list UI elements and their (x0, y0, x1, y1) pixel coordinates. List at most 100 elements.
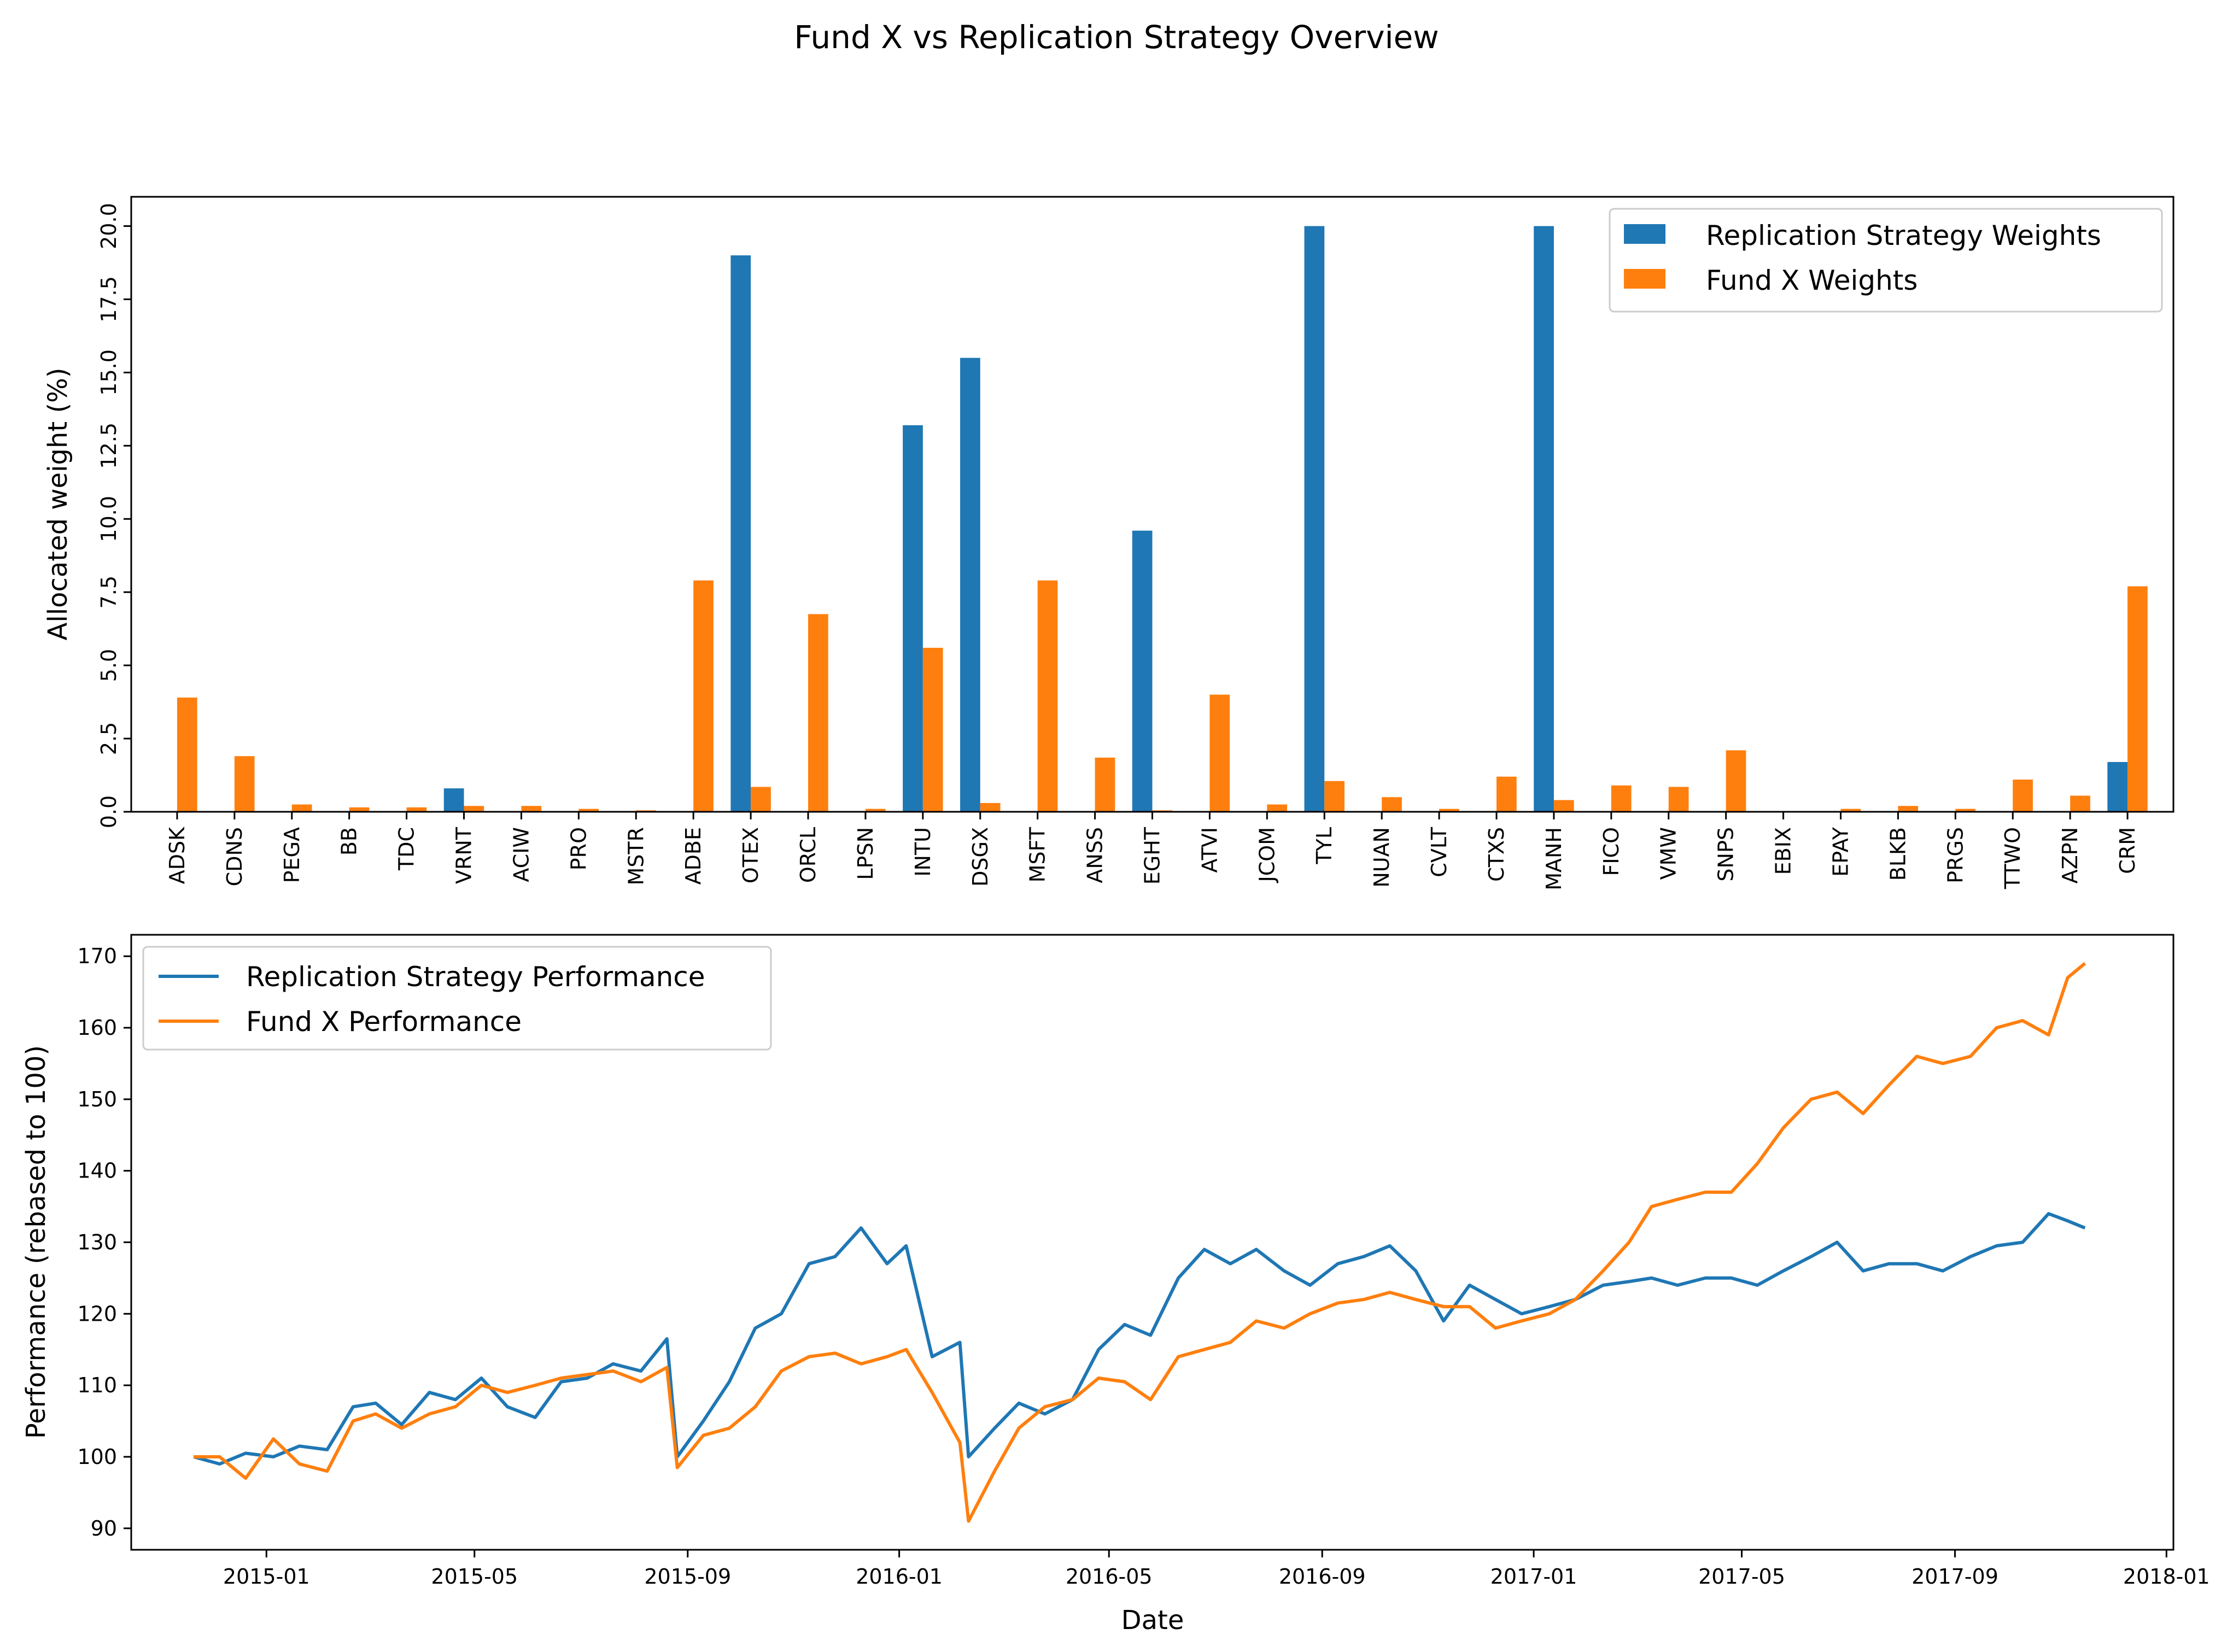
bar-fund-cdns (234, 756, 255, 812)
bar-fund-msft (1037, 580, 1058, 812)
bar-fund-blkb (1898, 806, 1919, 812)
weights-x-tick-label-ctxs: CTXS (1484, 827, 1509, 882)
performance-y-tick-label: 130 (77, 1231, 117, 1255)
bar-fund-vrnt (464, 806, 484, 812)
bar-fund-orcl (808, 614, 828, 812)
weights-x-tick-label-intu: INTU (911, 827, 935, 877)
weights-x-tick-label-blkb: BLKB (1886, 827, 1910, 881)
performance-y-tick-label: 150 (77, 1087, 117, 1111)
performance-x-axis-label: Date (1121, 1605, 1184, 1636)
bar-fund-tyl (1324, 781, 1345, 812)
performance-x-tick-label: 2017-05 (1698, 1565, 1785, 1589)
weights-x-tick-label-vrnt: VRNT (452, 827, 476, 884)
weights-x-tick-label-prgs: PRGS (1943, 827, 1967, 883)
legend-label-fund-performance: Fund X Performance (246, 1006, 522, 1038)
performance-x-tick-label: 2015-09 (644, 1565, 731, 1589)
line-replication-performance (193, 1212, 2086, 1466)
bar-replication-tyl (1304, 226, 1325, 812)
bar-fund-epay (1840, 809, 1861, 812)
bar-fund-pro (578, 809, 599, 812)
weights-x-tick-label-eght: EGHT (1141, 827, 1165, 884)
bar-replication-dsgx (960, 358, 980, 812)
legend-label-fund-weights: Fund X Weights (1706, 265, 1918, 296)
bar-fund-pega (291, 804, 312, 812)
performance-y-tick-label: 140 (77, 1159, 117, 1183)
performance-x-tick-label: 2016-09 (1279, 1565, 1366, 1589)
bar-fund-ctxs (1496, 776, 1517, 812)
bar-replication-manh (1534, 226, 1554, 812)
weights-y-tick-label: 17.5 (97, 276, 121, 323)
performance-y-axis-label: Performance (rebased to 100) (21, 1045, 51, 1439)
bar-fund-otex (751, 787, 771, 812)
weights-bar-chart: 0.0 2.5 5.0 7.5 10.0 12.5 15.0 17.5 20.0 ADSK CDNS… (43, 196, 2174, 891)
weights-x-tick-label-adbe: ADBE (681, 827, 705, 884)
weights-x-tick-label-ttwo: TTWO (2001, 827, 2025, 889)
performance-x-tick-label: 2018-01 (2123, 1565, 2210, 1589)
bar-fund-azpn (2070, 795, 2090, 812)
weights-x-tick-label-cvlt: CVLT (1427, 827, 1451, 877)
performance-x-tick-label: 2017-01 (1490, 1565, 1577, 1589)
bar-fund-adsk (177, 698, 197, 812)
weights-x-tick-label-snps: SNPS (1714, 827, 1738, 882)
bar-fund-dsgx (980, 802, 1001, 812)
bar-replication-crm (2107, 761, 2128, 812)
legend-label-replication-weights: Replication Strategy Weights (1706, 220, 2101, 251)
bar-replication-intu (903, 425, 923, 812)
weights-axis-ticks: 0.0 2.5 5.0 7.5 10.0 12.5 15.0 17.5 20.0 ADSK CDNS… (97, 203, 2140, 891)
performance-legend-box (142, 946, 772, 1051)
weights-y-tick-label: 10.0 (97, 496, 121, 542)
weights-x-tick-label-epay: EPAY (1828, 827, 1852, 877)
bar-fund-vmw (1668, 787, 1689, 812)
bar-fund-nuan (1382, 797, 1402, 812)
bar-fund-prgs (1955, 809, 1976, 812)
bar-replication-otex (730, 255, 751, 812)
performance-x-tick-label: 2015-01 (223, 1565, 310, 1589)
weights-plot-frame (130, 196, 2174, 813)
weights-x-tick-label-dsgx: DSGX (968, 827, 992, 887)
performance-y-tick-label: 100 (77, 1445, 117, 1469)
bar-fund-crm (2127, 586, 2148, 812)
weights-y-tick-label: 0.0 (97, 795, 121, 828)
performance-legend: Replication Strategy Performance Fund X … (142, 946, 772, 1051)
legend-swatch-fund-weights (1624, 269, 1665, 289)
weights-x-tick-label-nuan: NUAN (1370, 827, 1394, 888)
bar-fund-adbe (693, 580, 714, 812)
weights-y-tick-label: 5.0 (97, 649, 121, 682)
bar-fund-anss (1095, 757, 1115, 812)
performance-plot-frame (130, 934, 2174, 1551)
performance-y-tick-label: 160 (77, 1016, 117, 1040)
weights-y-axis-label: Allocated weight (%) (43, 368, 73, 641)
performance-axis-ticks: 90 100 110 120 130 140 150 160 170 2015-01 2015-05… (77, 944, 2209, 1589)
bar-fund-bb (349, 807, 370, 812)
performance-x-tick-label: 2015-05 (431, 1565, 518, 1589)
performance-y-tick-label: 120 (77, 1302, 117, 1326)
weights-x-tick-label-vmw: VMW (1657, 827, 1681, 880)
weights-x-tick-label-fico: FICO (1599, 827, 1623, 876)
weights-y-tick-label: 20.0 (97, 203, 121, 249)
performance-x-tick-label: 2016-05 (1066, 1565, 1153, 1589)
weights-y-tick-label: 2.5 (97, 722, 121, 755)
bar-fund-fico (1611, 785, 1632, 812)
weights-y-tick-label: 12.5 (97, 423, 121, 469)
performance-x-tick-label: 2017-09 (1912, 1565, 1998, 1589)
bar-fund-snps (1726, 750, 1746, 812)
bar-fund-tdc (406, 807, 427, 812)
bar-fund-intu (922, 648, 943, 812)
weights-legend-box (1609, 208, 2163, 313)
weights-x-tick-label-cdns: CDNS (223, 827, 247, 886)
weights-x-tick-label-aciw: ACIW (509, 827, 533, 882)
weights-x-tick-label-lpsn: LPSN (854, 827, 878, 880)
bar-fund-manh (1553, 800, 1574, 812)
bar-replication-eght (1132, 530, 1153, 812)
weights-y-tick-label: 7.5 (97, 576, 121, 608)
weights-x-tick-label-azpn: AZPN (2058, 827, 2082, 883)
bar-fund-cvlt (1439, 809, 1459, 812)
performance-y-tick-label: 170 (77, 944, 117, 968)
weights-x-tick-label-pega: PEGA (280, 827, 304, 883)
weights-y-tick-label: 15.0 (97, 349, 121, 396)
figure-title: Fund X vs Replication Strategy Overview (794, 19, 1439, 56)
weights-legend: Replication Strategy Weights Fund X Weig… (1609, 208, 2163, 313)
weights-x-tick-label-ebix: EBIX (1772, 827, 1796, 875)
weights-x-tick-label-adsk: ADSK (165, 827, 189, 884)
